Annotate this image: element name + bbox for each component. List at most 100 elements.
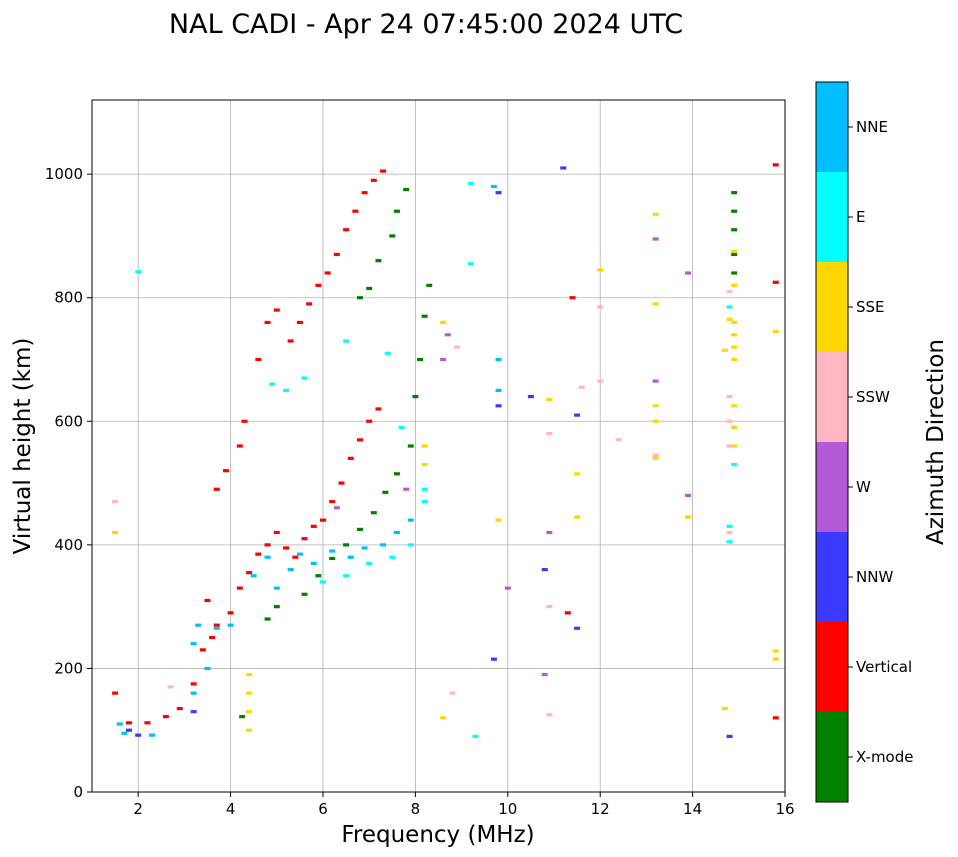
data-point: [772, 649, 779, 653]
data-point: [772, 280, 779, 284]
data-point: [490, 657, 497, 661]
data-point: [343, 574, 350, 578]
data-point: [444, 333, 451, 337]
colorbar-swatch: [816, 532, 848, 622]
data-point: [366, 286, 373, 291]
data-point: [731, 404, 738, 408]
data-point: [287, 567, 294, 572]
data-point: [731, 249, 738, 253]
x-tick-label: 14: [683, 800, 702, 818]
data-point: [283, 388, 290, 392]
data-point: [370, 511, 377, 515]
data-point: [560, 166, 567, 170]
series-nne: [116, 184, 502, 737]
data-point: [440, 320, 447, 325]
data-point: [495, 404, 502, 408]
colorbar-swatch: [816, 172, 848, 262]
data-point: [407, 444, 414, 448]
data-point: [241, 419, 248, 423]
data-point: [574, 626, 581, 630]
data-point: [250, 574, 257, 578]
data-point: [726, 524, 733, 528]
data-point: [541, 567, 548, 572]
data-point: [731, 462, 738, 467]
azimuth-colorbar: X-mode Vertical NNW W SSW SSE E NNE: [815, 81, 913, 803]
data-point: [440, 716, 447, 720]
data-point: [546, 605, 553, 609]
data-point: [264, 320, 271, 325]
data-point: [190, 691, 197, 695]
data-point: [421, 314, 428, 318]
data-point: [421, 500, 428, 504]
data-point: [227, 611, 234, 615]
data-point: [652, 212, 659, 216]
data-point: [731, 320, 738, 325]
data-point: [135, 733, 142, 737]
data-point: [347, 555, 354, 559]
data-point: [370, 178, 377, 182]
y-tick-label: 0: [73, 783, 83, 801]
x-tick-label: 8: [411, 800, 421, 818]
data-point: [144, 721, 151, 725]
data-point: [772, 163, 779, 167]
data-point: [343, 543, 350, 547]
data-point: [684, 493, 691, 498]
data-point: [125, 721, 132, 725]
y-tick-label: 400: [54, 536, 83, 554]
data-point: [731, 345, 738, 349]
colorbar-swatch: [816, 352, 848, 442]
data-point: [301, 376, 308, 380]
data-point: [652, 456, 659, 460]
data-point: [574, 413, 581, 417]
data-point: [209, 635, 216, 640]
data-point: [772, 657, 779, 661]
data-point: [389, 555, 396, 559]
data-point: [407, 543, 414, 547]
data-point: [195, 623, 202, 627]
data-point: [375, 407, 382, 411]
data-point: [731, 209, 738, 213]
colorbar-tick-label: SSW: [856, 388, 890, 406]
data-point: [726, 289, 733, 294]
data-point: [167, 685, 174, 689]
data-point: [731, 191, 738, 195]
colorbar-tick-label: Vertical: [856, 658, 912, 676]
data-point: [116, 722, 123, 726]
data-point: [329, 500, 336, 504]
data-point: [721, 706, 728, 711]
x-axis: 2 4 6 8 10 12 14 16: [133, 792, 795, 818]
series-e: [135, 181, 738, 738]
data-point: [597, 268, 604, 272]
data-point: [333, 506, 340, 510]
series-sse: [112, 212, 779, 732]
data-point: [527, 394, 534, 399]
data-point: [121, 731, 128, 735]
data-point: [421, 487, 428, 491]
data-point: [467, 181, 474, 186]
data-point: [320, 580, 326, 584]
data-point: [273, 530, 280, 535]
data-point: [190, 642, 197, 646]
colorbar-tick-label: SSE: [856, 298, 885, 316]
data-point: [190, 710, 197, 714]
data-point: [652, 237, 659, 241]
data-point: [597, 305, 604, 309]
data-point: [772, 716, 779, 720]
data-point: [213, 623, 220, 627]
colorbar-swatch: [816, 262, 848, 352]
data-point: [199, 648, 206, 652]
data-point: [393, 209, 400, 213]
data-point: [772, 330, 779, 334]
data-point: [495, 191, 502, 195]
data-point: [315, 283, 322, 287]
data-point: [564, 611, 571, 615]
data-point: [384, 351, 391, 355]
data-point: [467, 262, 474, 266]
data-point: [213, 626, 220, 630]
data-point: [236, 444, 243, 448]
data-point: [393, 472, 400, 476]
data-point: [569, 296, 576, 300]
x-tick-label: 6: [318, 800, 328, 818]
data-point: [546, 713, 553, 717]
